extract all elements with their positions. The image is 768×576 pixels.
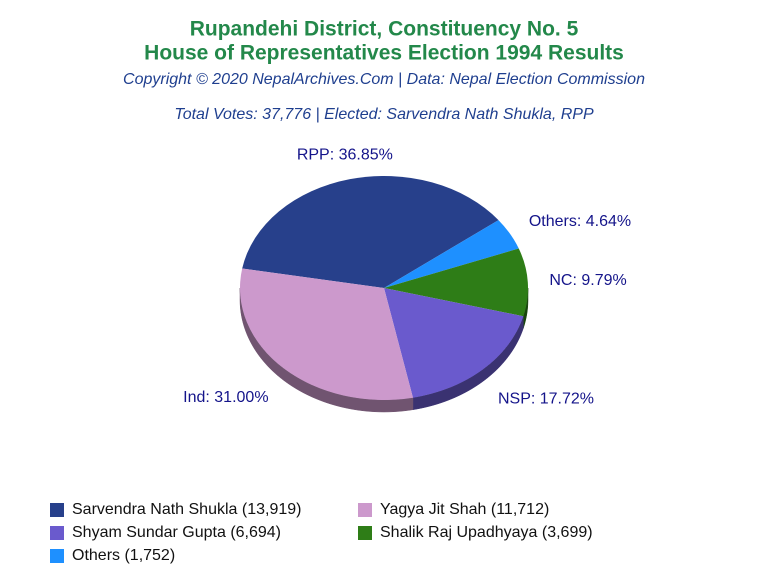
legend-label: Shalik Raj Upadhyaya (3,699) xyxy=(380,524,593,541)
pie-slice xyxy=(242,176,499,288)
legend-marker xyxy=(50,526,64,540)
legend-marker xyxy=(358,526,372,540)
pie-slice xyxy=(384,248,528,317)
legend-marker xyxy=(50,503,64,517)
legend-label: Sarvendra Nath Shukla (13,919) xyxy=(72,501,301,518)
slice-label: NSP: 17.72% xyxy=(498,390,594,407)
slice-label: NC: 9.79% xyxy=(549,272,626,289)
legend-marker xyxy=(358,503,372,517)
legend-label: Shyam Sundar Gupta (6,694) xyxy=(72,524,281,541)
chart-subtitle: Copyright © 2020 NepalArchives.Com | Dat… xyxy=(123,71,645,88)
chart-caption: Total Votes: 37,776 | Elected: Sarvendra… xyxy=(174,106,594,123)
pie-slice xyxy=(384,288,524,398)
pie-slice xyxy=(384,220,519,288)
pie-slice xyxy=(239,268,413,401)
slice-label: Ind: 31.00% xyxy=(183,389,268,406)
legend-marker xyxy=(50,549,64,563)
chart-title: House of Representatives Election 1994 R… xyxy=(144,42,624,65)
legend-label: Others (1,752) xyxy=(72,547,175,564)
legend-label: Yagya Jit Shah (11,712) xyxy=(380,501,549,518)
slice-label: RPP: 36.85% xyxy=(297,146,393,163)
chart-title: Rupandehi District, Constituency No. 5 xyxy=(190,18,579,41)
slice-label: Others: 4.64% xyxy=(529,213,631,230)
